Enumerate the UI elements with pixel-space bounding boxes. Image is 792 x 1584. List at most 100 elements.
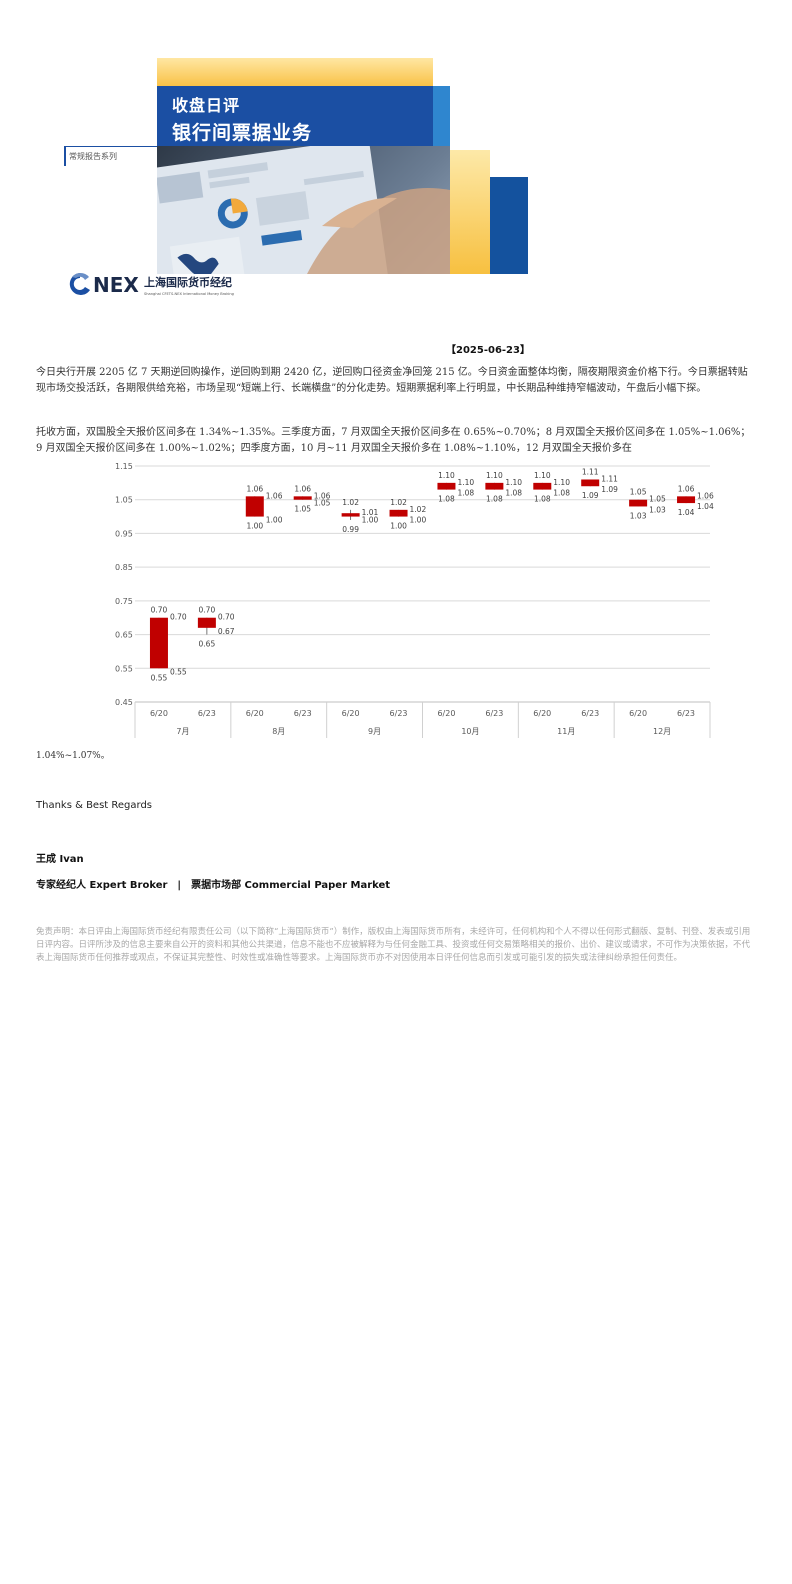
- close-label: 0.55: [170, 667, 187, 676]
- series-label: 常规报告系列: [69, 152, 117, 161]
- open-label: 1.10: [457, 478, 474, 487]
- x-group-label: 10月: [461, 727, 479, 736]
- logo-wordmark: NEX: [93, 273, 139, 297]
- close-label: 0.67: [218, 627, 235, 636]
- y-tick-label: 0.85: [115, 563, 133, 572]
- report-date: 【2025-06-23】: [446, 345, 530, 356]
- low-label: 0.55: [151, 673, 168, 682]
- x-group-label: 7月: [176, 727, 189, 736]
- low-label: 1.00: [390, 522, 407, 531]
- candle-body: [581, 479, 600, 487]
- series-rule: [64, 146, 157, 147]
- quote-range-paragraph: 托收方面，双国股全天报价区间多在 1.34%~1.35%。三季度方面，7 月双国…: [36, 427, 751, 454]
- high-label: 1.11: [582, 467, 599, 476]
- low-label: 1.03: [630, 511, 647, 520]
- x-tick-label: 6/20: [150, 709, 168, 718]
- close-label: 1.05: [314, 499, 331, 508]
- x-tick-label: 6/23: [677, 709, 695, 718]
- open-label: 1.02: [410, 505, 427, 514]
- y-tick-label: 1.05: [115, 496, 133, 505]
- x-tick-label: 6/23: [198, 709, 216, 718]
- candle-body: [437, 482, 456, 490]
- tablet-illustration: [157, 146, 450, 274]
- x-tick-label: 6/23: [485, 709, 503, 718]
- nex-logo-mark: NEX 上海国际货币经纪 Shanghai CFETS-NEX Internat…: [69, 272, 234, 297]
- y-tick-label: 0.45: [115, 698, 133, 707]
- close-label: 1.00: [362, 516, 379, 525]
- x-tick-label: 6/20: [533, 709, 551, 718]
- quote-range-tail: 1.04%~1.07%。: [36, 751, 110, 761]
- candle-body: [677, 496, 696, 504]
- nex-logo: NEX 上海国际货币经纪 Shanghai CFETS-NEX Internat…: [66, 270, 256, 300]
- high-label: 1.10: [486, 471, 503, 480]
- low-label: 1.00: [246, 522, 263, 531]
- y-tick-label: 0.65: [115, 631, 133, 640]
- open-label: 1.06: [266, 491, 283, 500]
- high-label: 1.10: [534, 471, 551, 480]
- high-label: 0.70: [199, 606, 216, 615]
- high-label: 1.06: [294, 484, 311, 493]
- high-label: 1.06: [246, 484, 263, 493]
- close-label: 1.08: [553, 489, 570, 498]
- signature-dept: 票据市场部 Commercial Paper Market: [191, 880, 391, 891]
- open-label: 1.06: [697, 491, 714, 500]
- low-label: 1.05: [294, 505, 311, 514]
- open-label: 1.05: [649, 495, 666, 504]
- x-tick-label: 6/23: [390, 709, 408, 718]
- y-tick-label: 0.55: [115, 664, 133, 673]
- banner-accent-bar: [433, 86, 450, 146]
- high-label: 0.70: [151, 606, 168, 615]
- open-label: 0.70: [170, 613, 187, 622]
- low-label: 1.09: [582, 491, 599, 500]
- signature-separator: |: [177, 880, 182, 891]
- high-label: 1.02: [342, 498, 359, 507]
- signature-name: 王成 Ivan: [36, 854, 84, 865]
- banner-title-line1: 收盘日评: [172, 96, 241, 115]
- report-banner: 收盘日评 银行间票据业务 常规报告系列: [0, 0, 792, 320]
- signature-title: 专家经纪人 Expert Broker | 票据市场部 Commercial Pap…: [36, 876, 390, 891]
- candle-body: [629, 499, 648, 507]
- candle-body: [533, 482, 552, 490]
- close-label: 1.09: [601, 485, 618, 494]
- candle-body: [485, 482, 504, 490]
- y-tick-label: 0.75: [115, 597, 133, 606]
- open-label: 1.10: [553, 478, 570, 487]
- series-rule-vertical: [64, 146, 66, 166]
- high-label: 1.02: [390, 498, 407, 507]
- x-tick-label: 6/20: [342, 709, 360, 718]
- banner-blue-block: [490, 177, 528, 274]
- signature-role: 专家经纪人 Expert Broker: [36, 880, 168, 891]
- x-tick-label: 6/20: [437, 709, 455, 718]
- low-label: 1.04: [678, 508, 695, 517]
- tablet-photo: [157, 146, 450, 274]
- x-group-label: 12月: [653, 727, 671, 736]
- x-group-label: 8月: [272, 727, 285, 736]
- logo-cn-name: 上海国际货币经纪: [144, 275, 232, 289]
- close-label: 1.00: [410, 516, 427, 525]
- candle-body: [245, 496, 264, 517]
- x-tick-label: 6/20: [629, 709, 647, 718]
- closing-regards: Thanks & Best Regards: [36, 800, 153, 811]
- y-tick-label: 1.15: [115, 462, 133, 471]
- market-summary-paragraph: 今日央行开展 2205 亿 7 天期逆回购操作，逆回购到期 2420 亿，逆回购…: [36, 367, 748, 394]
- x-tick-label: 6/20: [246, 709, 264, 718]
- low-label: 1.08: [534, 495, 551, 504]
- x-tick-label: 6/23: [581, 709, 599, 718]
- low-label: 0.99: [342, 525, 359, 534]
- open-label: 1.10: [505, 478, 522, 487]
- quote-range-chart: 0.45 0.55 0.65 0.75 0.85 0.95 1.05 1.15 6/20 6/23…: [105, 454, 720, 746]
- candle-body: [341, 513, 360, 517]
- candle-body: [293, 496, 312, 500]
- x-tick-label: 6/23: [294, 709, 312, 718]
- low-label: 0.65: [199, 640, 216, 649]
- open-label: 1.06: [314, 491, 331, 500]
- low-label: 1.08: [486, 495, 503, 504]
- x-group-label: 11月: [557, 727, 575, 736]
- y-tick-label: 0.95: [115, 529, 133, 538]
- candle-body: [197, 617, 216, 628]
- banner-title-block: [157, 86, 433, 146]
- high-label: 1.06: [678, 484, 695, 493]
- candlestick-chart-svg: 0.45 0.55 0.65 0.75 0.85 0.95 1.05 1.15 6/20 6/23…: [115, 462, 714, 738]
- banner-yellow-block: [450, 150, 490, 274]
- low-label: 1.08: [438, 495, 455, 504]
